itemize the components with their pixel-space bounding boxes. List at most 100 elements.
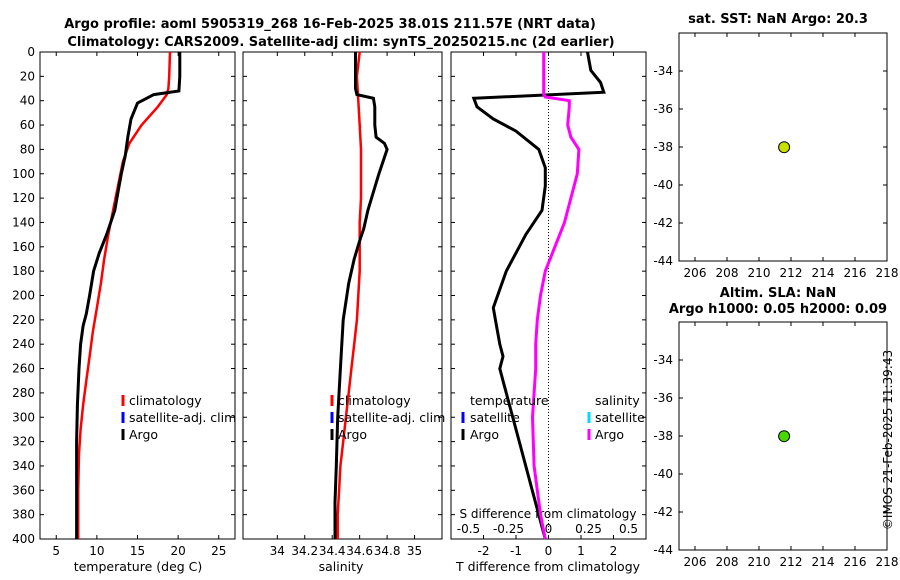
temperature-legend: climatology satellite-adj. clim Argo: [121, 393, 236, 442]
x-tick-label: 25: [211, 544, 226, 558]
altim-map-subtitle: Argo h1000: 0.05 h2000: 0.09: [669, 302, 887, 317]
legend-argo-label: Argo: [338, 427, 367, 442]
temperature-xticks: 5 10 15 20 25: [52, 52, 226, 558]
temperature-axes-frame: [39, 51, 236, 540]
y-tick-label: -40: [653, 178, 673, 192]
depth-tick-label: 180: [12, 264, 35, 278]
depth-tick-label: 220: [12, 313, 35, 327]
x-tick-label: 35: [407, 544, 422, 558]
x-tick-label: 34.6: [346, 544, 373, 558]
salinity-xticks: 34 34.2 34.4 34.6 34.8 35: [270, 52, 422, 558]
figure-title-line2: Climatology: CARS2009. Satellite-adj cli…: [67, 35, 614, 50]
legend-t-argo-label: Argo: [470, 427, 499, 442]
x-tick-label: 5: [52, 544, 60, 558]
y-tick-label: -38: [653, 429, 673, 443]
x-tick-label: 210: [748, 555, 771, 569]
x-tick-label: 216: [844, 266, 867, 280]
temperature-panel: 5 10 15 20 25 temperature (deg C) climatolog…: [39, 51, 236, 574]
legend-salinity-title: salinity: [595, 393, 640, 408]
sst-map-xticks: 206 208 210 212 214 216 218: [684, 33, 899, 280]
depth-tick-label: 200: [12, 289, 35, 303]
altim-map-xticks: 206 208 210 212 214 216 218: [684, 322, 899, 569]
x-tick-label: 214: [812, 266, 835, 280]
depth-axis-labels: 0 20 40 60 80 100 120 140 160 180 200 220 240 260 280 3…: [12, 45, 646, 546]
s-difference-argo-line: [530, 52, 581, 540]
x-tick-label: 34.2: [291, 544, 318, 558]
legend-s-sat-label: satellite: [595, 410, 645, 425]
x-tick-label: 20: [170, 544, 185, 558]
t-difference-xlabel: T difference from climatology: [455, 559, 641, 574]
salinity-climatology-line: [336, 51, 363, 539]
temperature-xlabel: temperature (deg C): [74, 559, 203, 574]
sst-map-panel: sat. SST: NaN Argo: 20.3 -34 -36 -38 -40 -42…: [653, 12, 898, 280]
difference-panel: -2 -1 0 1 2 S difference from climatology -0…: [450, 51, 647, 574]
s-tick-label: 0.5: [619, 522, 638, 536]
altim-map-argo-position-marker: [778, 430, 791, 443]
s-difference-ticklabels: -0.5 -0.25 0 0.25 0.5: [457, 522, 638, 536]
x-tick-label: 34: [270, 544, 285, 558]
x-tick-label: -1: [510, 544, 522, 558]
depth-tick-label: 80: [20, 142, 35, 156]
y-tick-label: -44: [653, 543, 673, 557]
legend-t-sat-label: satellite: [470, 410, 520, 425]
x-tick-label: 34.4: [319, 544, 346, 558]
y-tick-label: -40: [653, 467, 673, 481]
y-tick-label: -34: [653, 64, 673, 78]
x-tick-label: 218: [876, 266, 899, 280]
y-tick-label: -36: [653, 102, 673, 116]
s-tick-label: -0.25: [493, 522, 524, 536]
temperature-argo-line: [75, 52, 182, 539]
depth-tick-label: 380: [12, 508, 35, 522]
sst-map-yticks: -34 -36 -38 -40 -42 -44: [653, 64, 887, 268]
altim-map-panel: Altim. SLA: NaN Argo h1000: 0.05 h2000: …: [653, 286, 898, 569]
legend-temperature-title: temperature: [470, 393, 549, 408]
legend-clim-label: climatology: [338, 393, 411, 408]
depth-tick-label: 400: [12, 532, 35, 546]
x-tick-label: 210: [748, 266, 771, 280]
altim-map-title: Altim. SLA: NaN: [720, 286, 836, 301]
x-tick-label: 216: [844, 555, 867, 569]
legend-clim-label: climatology: [129, 393, 202, 408]
depth-tick-label: 0: [27, 45, 35, 59]
depth-tick-label: 300: [12, 410, 35, 424]
x-tick-label: 15: [130, 544, 145, 558]
depth-tick-label: 260: [12, 362, 35, 376]
x-tick-label: 218: [876, 555, 899, 569]
difference-legend: temperature satellite Argo salinity sate…: [461, 393, 645, 442]
salinity-legend: climatology satellite-adj. clim Argo: [330, 393, 445, 442]
depth-tick-label: 280: [12, 386, 35, 400]
y-tick-label: -34: [653, 353, 673, 367]
depth-tick-label: 60: [20, 118, 35, 132]
y-tick-label: -38: [653, 140, 673, 154]
x-tick-label: 206: [684, 266, 707, 280]
s-tick-label: 0.25: [575, 522, 602, 536]
depth-tick-label: 20: [20, 69, 35, 83]
y-tick-label: -44: [653, 254, 673, 268]
salinity-xlabel: salinity: [319, 559, 364, 574]
depth-tick-label: 160: [12, 240, 35, 254]
x-tick-label: 2: [610, 544, 618, 558]
legend-s-argo-label: Argo: [595, 427, 624, 442]
s-tick-label: 0: [545, 522, 553, 536]
salinity-panel: 34 34.2 34.4 34.6 34.8 35 salinity climatolog…: [242, 51, 445, 574]
x-tick-label: -2: [478, 544, 490, 558]
legend-sat-label: satellite-adj. clim: [129, 410, 236, 425]
t-difference-argo-line: [471, 51, 606, 540]
x-tick-label: 214: [812, 555, 835, 569]
depth-tick-label: 320: [12, 435, 35, 449]
temperature-climatology-line: [76, 51, 172, 539]
x-tick-label: 10: [89, 544, 104, 558]
x-tick-label: 208: [716, 555, 739, 569]
x-tick-label: 212: [780, 266, 803, 280]
legend-sat-label: satellite-adj. clim: [338, 410, 445, 425]
depth-tick-label: 140: [12, 215, 35, 229]
sst-map-title: sat. SST: NaN Argo: 20.3: [688, 12, 868, 27]
y-tick-label: -42: [653, 505, 673, 519]
s-difference-label: S difference from climatology: [460, 507, 637, 521]
x-tick-label: 212: [780, 555, 803, 569]
x-tick-label: 0: [545, 544, 553, 558]
depth-tick-label: 40: [20, 94, 35, 108]
salinity-axes-frame: [242, 51, 443, 540]
imos-timestamp: ©IMOS 21-Feb-2025 11:39:43: [881, 350, 895, 530]
x-tick-label: 34.8: [374, 544, 401, 558]
